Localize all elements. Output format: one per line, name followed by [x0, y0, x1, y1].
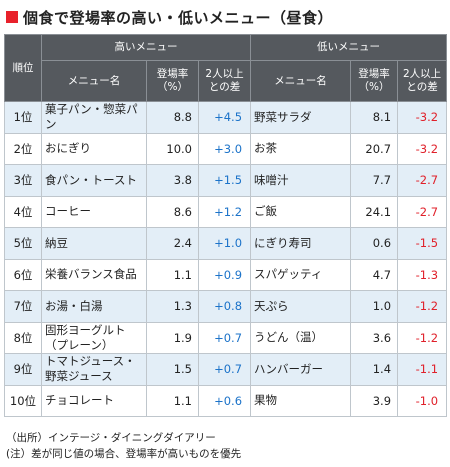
title-text: 個食で登場率の高い・低いメニュー（昼食）: [23, 8, 334, 27]
low-diff-value: -1.1: [397, 353, 448, 386]
high-menu-name: 食パン・トースト: [41, 164, 147, 197]
rank-header: 順位: [4, 34, 42, 102]
low-rate-value: 7.7: [350, 164, 399, 197]
high-diff-value: +0.7: [198, 353, 252, 386]
low-diff-header: 2人以上との差: [397, 60, 448, 102]
low-diff-value: -3.2: [397, 133, 448, 165]
high-rate-value: 1.3: [146, 290, 199, 323]
rank-cell: 8位: [4, 322, 42, 354]
menu-table: 順位 高いメニュー 低いメニュー メニュー名 登場率（%） 2人以上との差 メニ…: [4, 34, 448, 417]
table-row: 6位 栄養バランス食品 1.1 +0.9 スパゲッティ 4.7 -1.3: [4, 259, 448, 291]
low-diff-value: -3.2: [397, 101, 448, 134]
low-menu-name: うどん（温）: [250, 322, 352, 354]
low-menu-name: にぎり寿司: [250, 227, 352, 260]
high-rate-value: 1.9: [146, 322, 199, 354]
low-rate-value: 0.6: [350, 227, 399, 260]
high-menu-name: お湯・白湯: [41, 290, 147, 323]
high-diff-value: +1.2: [198, 196, 252, 228]
high-diff-value: +0.8: [198, 290, 252, 323]
low-menu-name: 果物: [250, 385, 352, 417]
low-menu-name: ハンバーガー: [250, 353, 352, 386]
high-menu-name-header: メニュー名: [41, 60, 147, 102]
low-rate-value: 3.9: [350, 385, 399, 417]
rank-cell: 9位: [4, 353, 42, 386]
rank-cell: 10位: [4, 385, 42, 417]
high-diff-header: 2人以上との差: [197, 60, 252, 102]
rank-cell: 4位: [4, 196, 42, 228]
rank-cell: 3位: [4, 164, 42, 197]
page-title: 個食で登場率の高い・低いメニュー（昼食）: [6, 6, 333, 28]
low-rate-value: 3.6: [350, 322, 399, 354]
table-row: 8位 固形ヨーグルト（プレーン） 1.9 +0.7 うどん（温） 3.6 -1.2: [4, 322, 448, 354]
low-rate-value: 20.7: [350, 133, 399, 165]
table-row: 3位 食パン・トースト 3.8 +1.5 味噌汁 7.7 -2.7: [4, 164, 448, 197]
high-menu-name: 納豆: [41, 227, 147, 260]
low-diff-value: -1.5: [397, 227, 448, 260]
rank-cell: 7位: [4, 290, 42, 323]
high-rate-value: 1.1: [146, 259, 199, 291]
low-menu-name: 天ぷら: [250, 290, 352, 323]
high-rate-value: 8.6: [146, 196, 199, 228]
high-diff-value: +1.0: [198, 227, 252, 260]
high-diff-value: +4.5: [198, 101, 252, 134]
high-menu-name: 固形ヨーグルト（プレーン）: [41, 322, 147, 354]
table-row: 2位 おにぎり 10.0 +3.0 お茶 20.7 -3.2: [4, 133, 448, 165]
high-menu-name: チョコレート: [41, 385, 147, 417]
high-diff-value: +3.0: [198, 133, 252, 165]
low-diff-value: -1.2: [397, 290, 448, 323]
rank-cell: 6位: [4, 259, 42, 291]
table-row: 5位 納豆 2.4 +1.0 にぎり寿司 0.6 -1.5: [4, 227, 448, 260]
low-menu-name: 野菜サラダ: [250, 101, 352, 134]
title-marker-icon: [6, 11, 18, 23]
footnotes: （出所）インテージ・ダイニングダイアリー (注）差が同じ値の場合、登場率が高いも…: [6, 430, 241, 462]
table-row: 10位 チョコレート 1.1 +0.6 果物 3.9 -1.0: [4, 385, 448, 417]
rank-cell: 2位: [4, 133, 42, 165]
low-diff-value: -1.0: [397, 385, 448, 417]
high-menu-name: 栄養バランス食品: [41, 259, 147, 291]
priority-note: (注）差が同じ値の場合、登場率が高いものを優先: [6, 448, 242, 460]
low-menu-name: スパゲッティ: [250, 259, 352, 291]
low-rate-value: 4.7: [350, 259, 399, 291]
high-rate-header: 登場率（%）: [146, 60, 199, 102]
table-row: 7位 お湯・白湯 1.3 +0.8 天ぷら 1.0 -1.2: [4, 290, 448, 323]
high-group-header: 高いメニュー: [40, 34, 252, 61]
low-group-header: 低いメニュー: [250, 34, 448, 61]
table-body: 1位 菓子パン・惣菜パン 8.8 +4.5 野菜サラダ 8.1 -3.2 2位 おにぎり 10.0…: [4, 101, 448, 417]
rank-cell: 5位: [4, 227, 42, 260]
table-row: 1位 菓子パン・惣菜パン 8.8 +4.5 野菜サラダ 8.1 -3.2: [4, 101, 448, 134]
low-rate-value: 1.0: [350, 290, 399, 323]
high-diff-value: +0.6: [198, 385, 252, 417]
high-rate-value: 8.8: [146, 101, 199, 134]
low-menu-name: お茶: [250, 133, 352, 165]
table-row: 4位 コーヒー 8.6 +1.2 ご飯 24.1 -2.7: [4, 196, 448, 228]
rank-cell: 1位: [4, 101, 42, 134]
low-rate-value: 24.1: [350, 196, 399, 228]
high-diff-value: +1.5: [198, 164, 252, 197]
low-rate-value: 8.1: [350, 101, 399, 134]
high-rate-value: 1.5: [146, 353, 199, 386]
high-menu-name: トマトジュース・野菜ジュース: [41, 353, 147, 386]
high-menu-name: おにぎり: [41, 133, 147, 165]
high-menu-name: 菓子パン・惣菜パン: [41, 101, 147, 134]
high-rate-value: 2.4: [146, 227, 199, 260]
low-diff-value: -2.7: [397, 164, 448, 197]
high-diff-value: +0.9: [198, 259, 252, 291]
low-menu-name: 味噌汁: [250, 164, 352, 197]
high-rate-value: 3.8: [146, 164, 199, 197]
low-menu-name-header: メニュー名: [250, 60, 352, 102]
high-rate-value: 10.0: [146, 133, 199, 165]
table-row: 9位 トマトジュース・野菜ジュース 1.5 +0.7 ハンバーガー 1.4 -1.1: [4, 353, 448, 386]
low-diff-value: -1.3: [397, 259, 448, 291]
low-rate-header: 登場率（%）: [350, 60, 399, 102]
high-rate-value: 1.1: [146, 385, 199, 417]
low-menu-name: ご飯: [250, 196, 352, 228]
low-diff-value: -2.7: [397, 196, 448, 228]
low-diff-value: -1.2: [397, 322, 448, 354]
high-diff-value: +0.7: [198, 322, 252, 354]
high-menu-name: コーヒー: [41, 196, 147, 228]
low-rate-value: 1.4: [350, 353, 399, 386]
source-note: （出所）インテージ・ダイニングダイアリー: [6, 432, 216, 444]
